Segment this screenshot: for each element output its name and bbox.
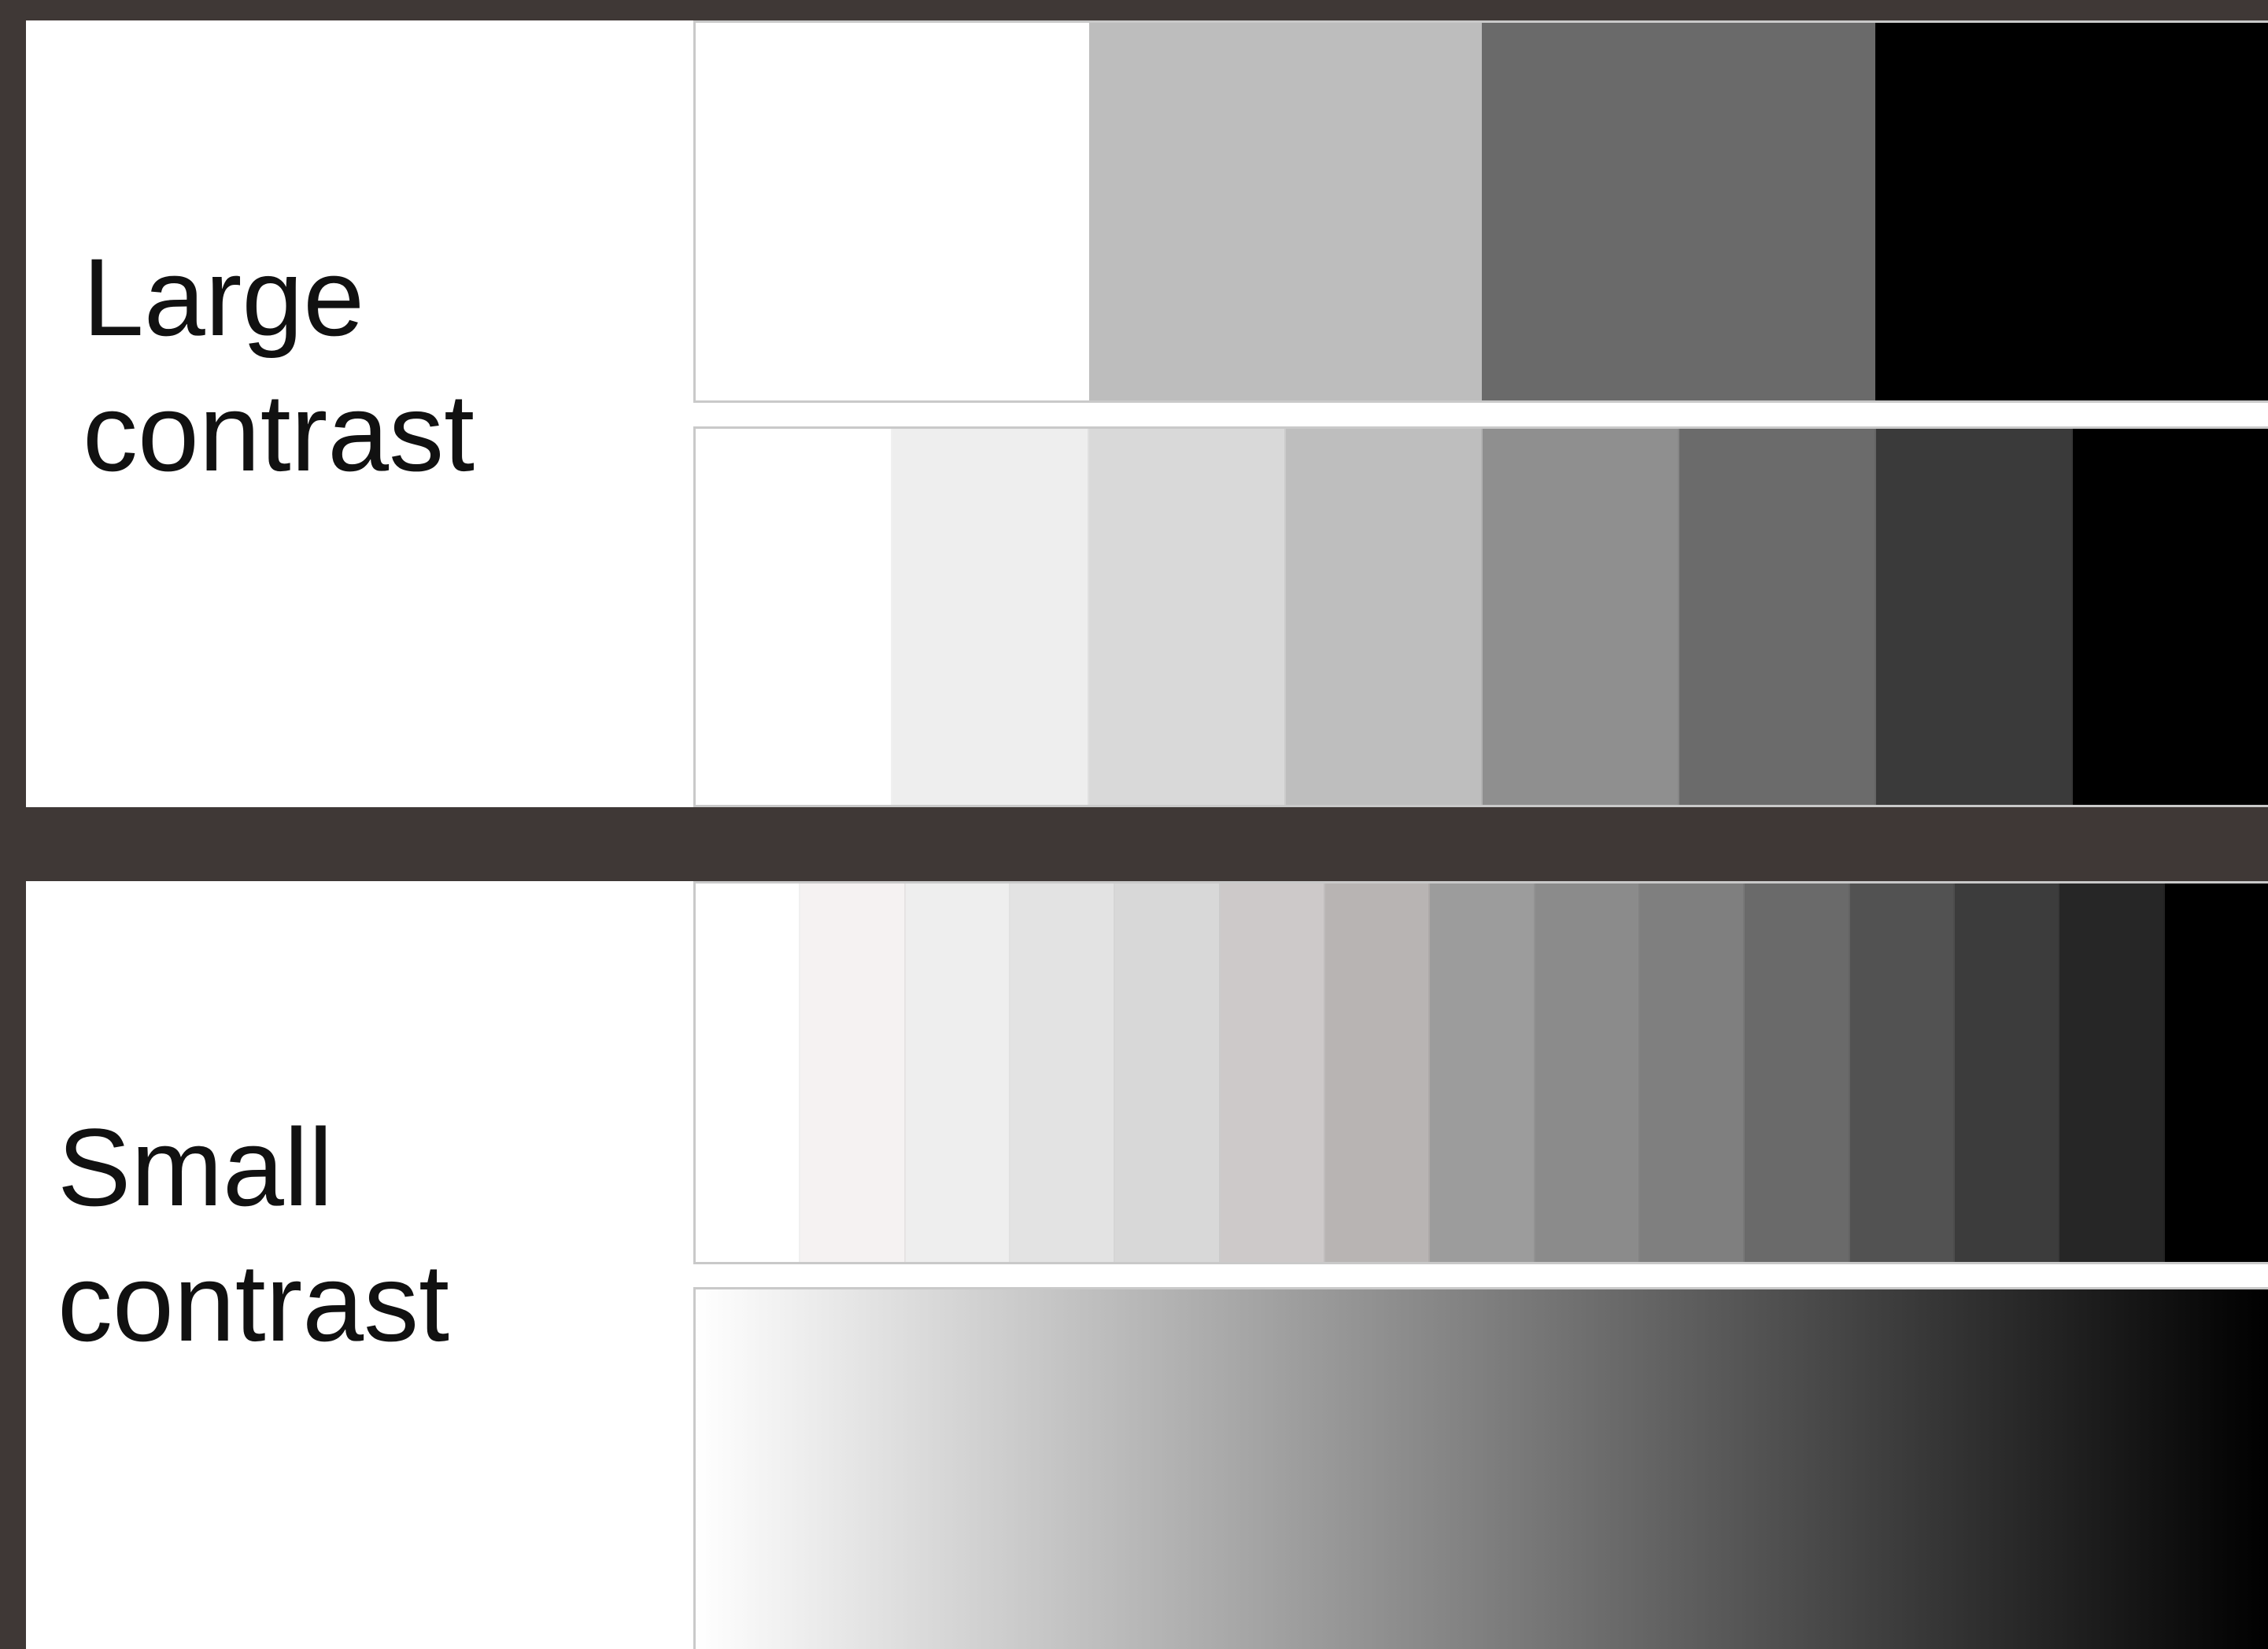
- gray-swatch-9: [1535, 884, 1640, 1262]
- gray-swatch-11: [1745, 884, 1850, 1262]
- gray-swatch-14: [2059, 884, 2165, 1262]
- gray-swatch-12: [1849, 884, 1955, 1262]
- gray-swatch-6: [1220, 884, 1325, 1262]
- continuous-grayscale-gradient: [693, 1287, 2268, 1649]
- small-contrast-label: Small contrast: [57, 1105, 449, 1364]
- gray-swatch-6: [1679, 429, 1876, 805]
- gray-swatch-7: [1876, 429, 2073, 805]
- gradient-fill: [696, 1289, 2268, 1649]
- gray-swatch-8: [2073, 429, 2268, 805]
- gray-swatch-4: [1875, 23, 2268, 400]
- gray-swatch-1: [696, 429, 892, 805]
- gray-swatch-2: [892, 429, 1089, 805]
- gray-swatch-4: [1010, 884, 1116, 1262]
- eight-step-grayscale-strip: [693, 426, 2268, 807]
- gray-swatch-7: [1324, 884, 1431, 1262]
- gray-swatch-1: [696, 23, 1089, 400]
- gray-swatch-10: [1639, 884, 1745, 1262]
- gray-swatch-1: [696, 884, 801, 1262]
- gray-swatch-15: [2164, 884, 2268, 1262]
- gray-swatch-3: [1482, 23, 1875, 400]
- gray-swatch-3: [905, 884, 1010, 1262]
- gray-swatch-5: [1483, 429, 1679, 805]
- gray-swatch-8: [1430, 884, 1535, 1262]
- gray-swatch-2: [800, 884, 906, 1262]
- gray-swatch-4: [1286, 429, 1483, 805]
- gray-swatch-2: [1088, 23, 1482, 400]
- gray-swatch-13: [1954, 884, 2060, 1262]
- large-contrast-label: Large contrast: [83, 235, 475, 494]
- fifteen-step-grayscale-strip: [693, 881, 2268, 1264]
- gray-swatch-5: [1115, 884, 1221, 1262]
- gray-swatch-3: [1089, 429, 1286, 805]
- four-step-grayscale-strip: [693, 20, 2268, 403]
